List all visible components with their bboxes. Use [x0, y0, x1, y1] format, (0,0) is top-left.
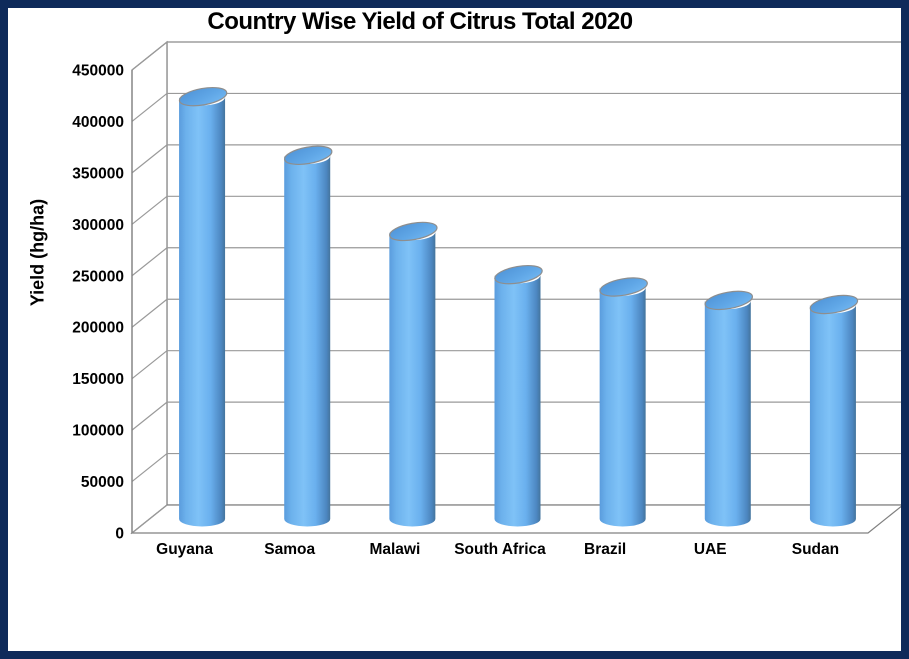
bar-body-samoa [284, 155, 331, 527]
bar-body-uae [704, 300, 751, 527]
bar-cap-samoa [283, 145, 333, 165]
bar-cap-malawi [389, 221, 438, 242]
y-tick-mark [131, 195, 168, 225]
x-category-label: Malawi [369, 541, 420, 558]
bar-cap-south-africa [494, 264, 543, 285]
y-tick-label: 400000 [72, 114, 124, 131]
y-tick-mark [131, 92, 168, 122]
y-tick-label: 0 [115, 526, 124, 543]
y-tick-mark [131, 453, 168, 483]
y-tick-label: 100000 [72, 423, 124, 440]
x-category-label: Guyana [156, 541, 213, 558]
bar-body-south-africa [494, 275, 541, 527]
x-category-label: Brazil [584, 541, 626, 558]
bar-body-sudan [809, 304, 856, 527]
y-tick-mark [131, 247, 168, 277]
y-tick-mark [131, 41, 168, 71]
y-tick-mark [131, 298, 168, 328]
y-tick-label: 150000 [72, 371, 124, 388]
y-tick-label: 350000 [72, 165, 124, 182]
chart-title: Country Wise Yield of Citrus Total 2020 [207, 8, 633, 35]
x-category-label: UAE [694, 541, 727, 558]
y-tick-label: 300000 [72, 217, 124, 234]
y-tick-label: 200000 [72, 320, 124, 337]
bar-body-brazil [599, 287, 646, 527]
x-category-label: South Africa [454, 541, 546, 558]
y-tick-mark [131, 350, 168, 380]
y-tick-label: 450000 [72, 63, 124, 80]
bar-body-malawi [389, 231, 436, 527]
y-tick-mark [131, 144, 168, 174]
x-category-label: Samoa [264, 541, 315, 558]
y-tick-label: 50000 [81, 474, 124, 491]
y-tick-label: 250000 [72, 268, 124, 285]
y-axis-title: Yield (hg/ha) [27, 198, 48, 307]
bar-cap-guyana [178, 86, 228, 107]
bar-cap-sudan [809, 294, 859, 315]
x-category-label: Sudan [792, 541, 839, 558]
side-wall [131, 40, 168, 535]
bar-cap-uae [704, 290, 754, 311]
y-tick-mark [131, 401, 168, 431]
bar-body-guyana [179, 97, 226, 527]
bar-cap-brazil [599, 277, 648, 297]
y-tick-mark [131, 504, 168, 534]
